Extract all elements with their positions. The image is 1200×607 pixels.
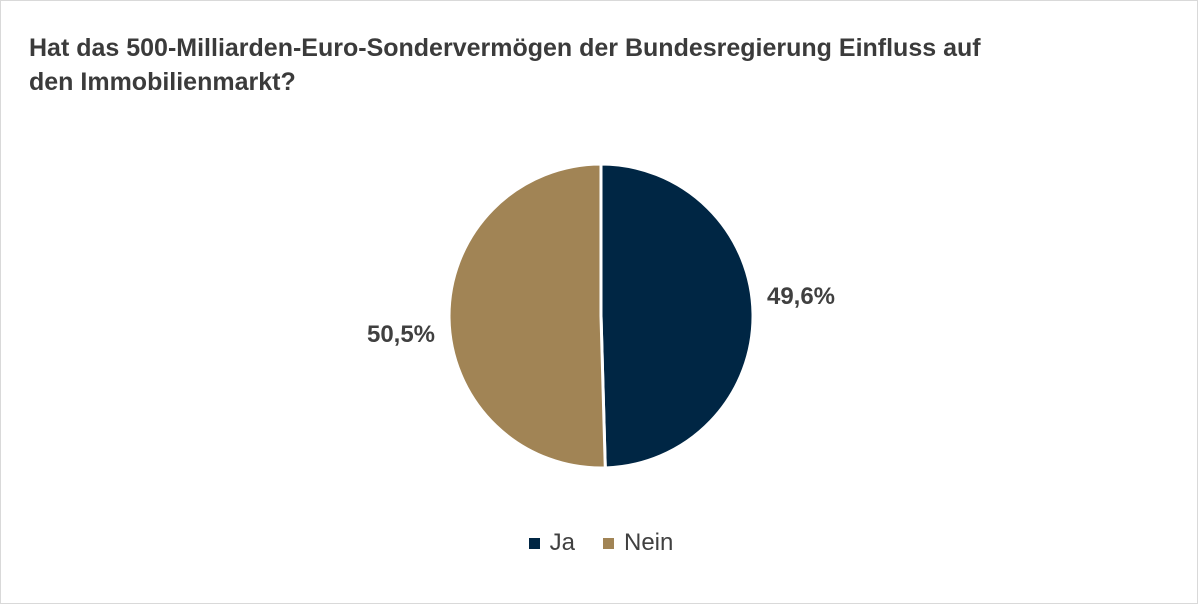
legend-item-nein: Nein bbox=[603, 529, 673, 557]
legend-swatch-ja bbox=[528, 537, 540, 549]
pie-slice-nein bbox=[447, 162, 607, 470]
legend-label-ja: Ja bbox=[549, 529, 575, 556]
pie-slice-ja bbox=[599, 162, 755, 470]
chart-title: Hat das 500-Milliarden-Euro-Sondervermög… bbox=[29, 34, 981, 96]
pie-slices bbox=[447, 162, 755, 470]
data-label-nein: 50,5% bbox=[367, 321, 435, 348]
data-label-ja: 49,6% bbox=[767, 283, 835, 310]
pie-data-labels: 49,6% 50,5% bbox=[367, 283, 835, 348]
legend-label-nein: Nein bbox=[624, 529, 674, 556]
chart-legend: Ja Nein bbox=[1, 529, 1200, 557]
legend-item-ja: Ja bbox=[528, 529, 575, 557]
legend-swatch-nein bbox=[603, 537, 614, 549]
